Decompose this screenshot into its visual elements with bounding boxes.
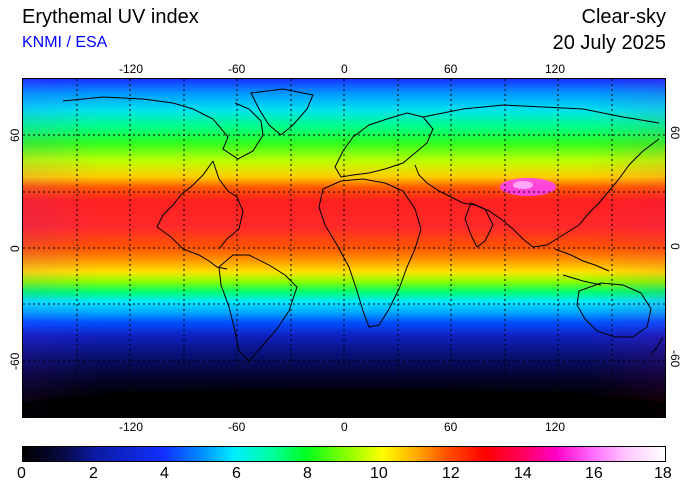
- lon-tick-top: -120: [119, 62, 144, 76]
- lon-tick-bottom: 0: [341, 420, 348, 434]
- lon-tick-bottom: -120: [119, 420, 144, 434]
- lon-tick-top: 120: [545, 62, 566, 76]
- colorbar-label: 2: [89, 465, 98, 482]
- colorbar-label: 14: [514, 465, 532, 482]
- colorbar-label: 16: [585, 465, 603, 482]
- south-america-outline: [218, 254, 298, 362]
- lat-tick-right: -60: [668, 350, 682, 368]
- africa-outline: [318, 178, 422, 328]
- lat-tick-left: -60: [8, 352, 22, 370]
- lon-tick-top: 60: [444, 62, 458, 76]
- colorbar-label: 6: [232, 465, 241, 482]
- colorbar-label: 18: [654, 465, 672, 482]
- date-label: 20 July 2025: [552, 32, 666, 54]
- antarctic-dark: [23, 389, 665, 417]
- map-title: Erythemal UV index: [22, 6, 199, 28]
- colorbar-label: 4: [160, 465, 169, 482]
- lat-tick-right: 60: [668, 126, 682, 140]
- india-outline: [464, 202, 494, 248]
- sky-condition-label: Clear-sky: [581, 6, 666, 28]
- lat-tick-left: 60: [8, 128, 22, 142]
- tibet-uv-core: [513, 181, 533, 189]
- europe-outline: [334, 112, 434, 178]
- lon-tick-bottom: -60: [228, 420, 246, 434]
- southeast-asia-islands: [554, 248, 610, 286]
- north-america-outline: [62, 96, 264, 270]
- new-zealand-outline: [650, 336, 664, 356]
- uv-colorbar: [22, 446, 666, 462]
- colorbar-label: 10: [370, 465, 388, 482]
- data-source-label: KNMI / ESA: [22, 34, 108, 51]
- uv-index-map: [22, 78, 666, 418]
- australia-outline: [576, 282, 652, 338]
- graticule: [23, 79, 665, 417]
- colorbar-label: 8: [303, 465, 312, 482]
- lat-tick-left: 0: [8, 245, 22, 252]
- colorbar-label: 12: [442, 465, 460, 482]
- map-overlay: [23, 79, 665, 417]
- lon-tick-bottom: 60: [444, 420, 458, 434]
- greenland-outline: [250, 88, 314, 136]
- asia-outline: [414, 104, 660, 248]
- lat-tick-right: 0: [668, 243, 682, 250]
- colorbar-label: 0: [17, 465, 26, 482]
- lon-tick-top: 0: [341, 62, 348, 76]
- coastlines: [62, 88, 664, 362]
- lon-tick-bottom: 120: [545, 420, 566, 434]
- lon-tick-top: -60: [228, 62, 246, 76]
